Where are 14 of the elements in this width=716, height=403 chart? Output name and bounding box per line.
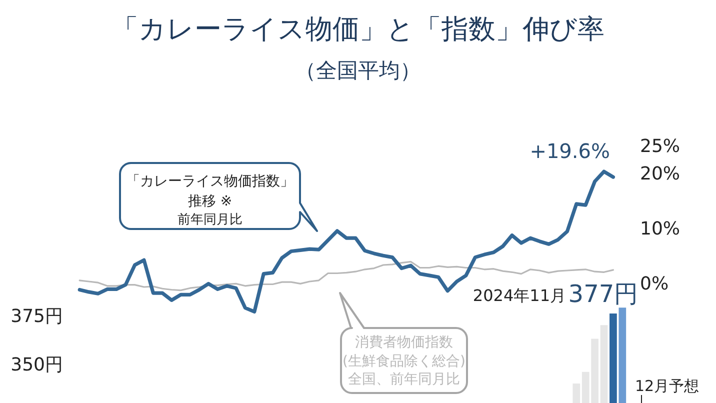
text: 消費者物価指数(生鮮食品除く総合)全国、前年同月比: [342, 334, 466, 388]
annotation: 2024年11月: [472, 286, 566, 306]
y-tick-label: 10%: [640, 218, 680, 240]
annotation: +19.6%: [530, 139, 610, 164]
y-tick-label: 0%: [640, 273, 669, 294]
data-label: 377円: [568, 280, 638, 308]
text: （全国平均）: [295, 58, 421, 82]
text: 12月予想: [635, 376, 700, 395]
y-tick-label: 20%: [640, 164, 680, 185]
y2-tick-label: 375円: [10, 306, 63, 328]
y2-tick-label: 350円: [10, 354, 63, 376]
series-label: 「カレーライス物価指数」推移 ※前年同月比: [126, 174, 294, 228]
y-tick-label: 25%: [640, 136, 680, 158]
text: 「カレーライス物価」と「指数」伸び率: [112, 14, 604, 46]
